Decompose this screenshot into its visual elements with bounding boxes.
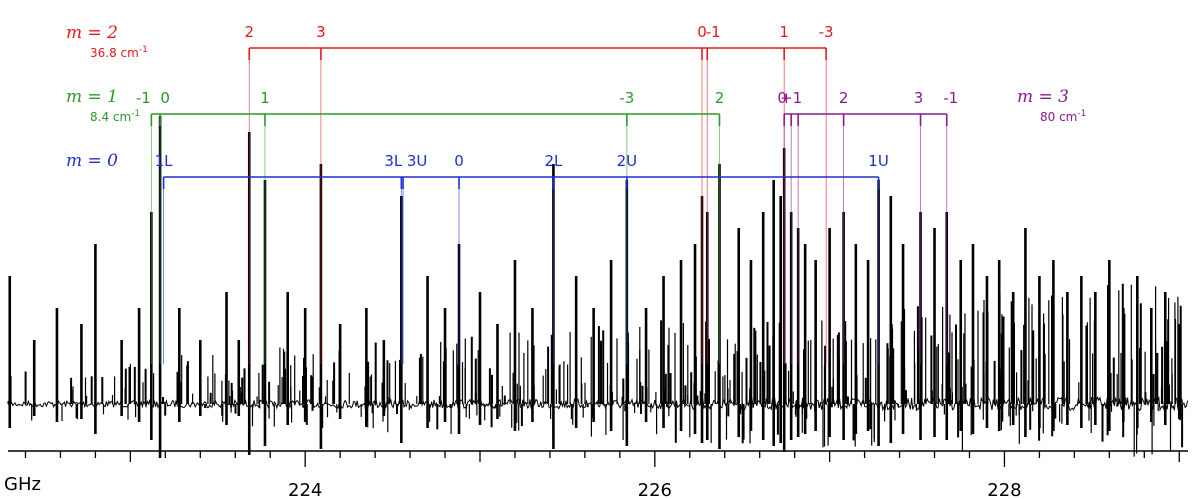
- tick-label: 224: [288, 480, 322, 499]
- ladder-label: -3: [619, 89, 634, 107]
- ladder-label: 3: [316, 23, 326, 41]
- tick-label: 226: [638, 480, 672, 499]
- series-energy-exponent: -1: [139, 45, 148, 55]
- baseline-noise: [7, 283, 1189, 457]
- ladder-label: -1: [706, 23, 721, 41]
- series-energy-exponent: -1: [131, 109, 140, 119]
- series-energy: 36.8 cm-1: [90, 45, 148, 60]
- x-axis-label: GHz: [4, 474, 41, 495]
- series-energy-exponent: -1: [1077, 109, 1086, 119]
- ladder-label: -3: [819, 23, 834, 41]
- ladder-label: 3: [914, 89, 924, 107]
- ladder-label: 3L: [384, 152, 403, 170]
- ladder-label: 1: [260, 89, 270, 107]
- tick-label: 228: [987, 480, 1021, 499]
- series-energy: 8.4 cm-1: [90, 109, 140, 124]
- series-title: m = 2: [66, 23, 118, 43]
- ladder-label: 2L: [544, 152, 563, 170]
- x-axis: 224 226 228 GHz: [4, 450, 1188, 499]
- series-energy: 80 cm-1: [1040, 109, 1086, 124]
- ladder-label: 3U: [407, 152, 428, 170]
- ladder-label: 0: [697, 23, 707, 41]
- ladder-label: 2U: [617, 152, 638, 170]
- series-title: m = 3: [1017, 87, 1069, 107]
- ladder-label: 2: [715, 89, 725, 107]
- ladder-label: 1: [779, 23, 789, 41]
- ladder-label: 1U: [868, 152, 889, 170]
- ladder-label: 2: [244, 23, 254, 41]
- ladder-label: +1: [780, 89, 802, 107]
- series-title: m = 0: [66, 151, 118, 171]
- ladder-label: 0: [160, 89, 170, 107]
- ladder-label: 2: [839, 89, 849, 107]
- assignment-ladders: 2 3 0-1 1 -3m = 236.8 cm-1-1 0 1 -3 2m = 18.4 cm…: [66, 23, 1086, 364]
- ladder-label: -1: [136, 89, 151, 107]
- ladder-label: 0: [454, 152, 464, 170]
- ladder-label: -1: [943, 89, 958, 107]
- series-title: m = 1: [66, 87, 118, 107]
- ladder-label: 0: [777, 89, 787, 107]
- ladder-label: 1L: [155, 152, 174, 170]
- baseline-trace: [7, 395, 1189, 412]
